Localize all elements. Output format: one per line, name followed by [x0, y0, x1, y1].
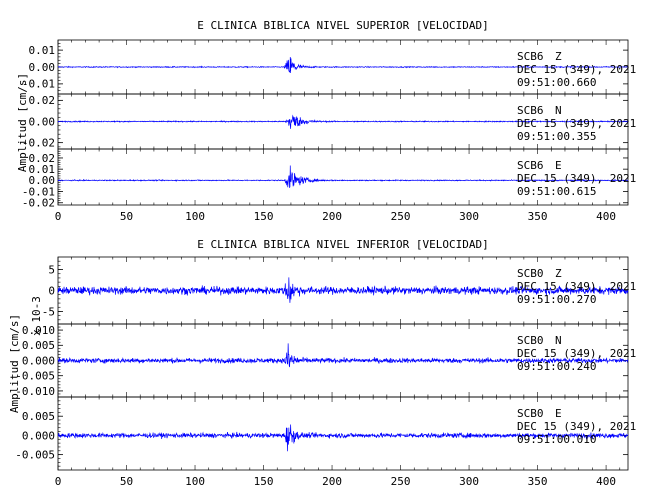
- y-tick-label: 0.000: [22, 354, 55, 367]
- component-label: N: [555, 104, 562, 117]
- y-tick-label: 0.010: [22, 324, 55, 337]
- y-tick-label: -0.005: [15, 370, 55, 383]
- x-tick-label: 50: [120, 210, 133, 223]
- chart-1: E CLINICA BIBLICA NIVEL SUPERIOR [VELOCI…: [16, 19, 636, 223]
- chart-2: E CLINICA BIBLICA NIVEL INFERIOR [VELOCI…: [8, 238, 636, 488]
- waveform-scb0-z: [57, 277, 629, 303]
- y-tick-label: -5: [42, 305, 55, 318]
- x-tick-label: 300: [459, 210, 479, 223]
- y-tick-label: 5: [48, 263, 55, 276]
- panel-frame: [57, 396, 629, 471]
- chart-title: E CLINICA BIBLICA NIVEL INFERIOR [VELOCI…: [197, 238, 488, 251]
- y-tick-label: 0.02: [29, 94, 56, 107]
- y-tick-label: 0.000: [22, 429, 55, 442]
- y-tick-label: 0.00: [29, 61, 56, 74]
- y-tick-label: -0.010: [15, 385, 55, 398]
- date-label: DEC 15 (349), 2021: [517, 172, 636, 185]
- time-label: 09:51:00.240: [517, 360, 596, 373]
- y-tick-label: -0.01: [22, 78, 55, 91]
- component-label: N: [555, 334, 562, 347]
- y-tick-label: 0.00: [29, 174, 56, 187]
- y-tick-label: 0: [48, 284, 55, 297]
- y-tick-label: -0.01: [22, 185, 55, 198]
- x-tick-label: 150: [254, 210, 274, 223]
- component-label: E: [555, 159, 562, 172]
- y-tick-label: -0.02: [22, 137, 55, 150]
- x-tick-label: 100: [185, 475, 205, 488]
- waveform-scb6-n: [57, 114, 629, 129]
- y-tick-label: 0.02: [29, 152, 56, 165]
- x-tick-label: 50: [120, 475, 133, 488]
- x-tick-label: 400: [596, 210, 616, 223]
- station-label: SCB6: [517, 50, 544, 63]
- x-tick-label: 250: [391, 210, 411, 223]
- x-tick-label: 150: [254, 475, 274, 488]
- date-label: DEC 15 (349), 2021: [517, 280, 636, 293]
- time-label: 09:51:00.660: [517, 76, 596, 89]
- time-label: 09:51:00.355: [517, 130, 596, 143]
- y-axis-label: Amplitud [cm/s]: [16, 73, 29, 172]
- station-label: SCB0: [517, 334, 544, 347]
- x-tick-label: 0: [55, 210, 62, 223]
- x-tick-label: 200: [322, 210, 342, 223]
- date-label: DEC 15 (349), 2021: [517, 347, 636, 360]
- x-tick-label: 0: [55, 475, 62, 488]
- date-label: DEC 15 (349), 2021: [517, 63, 636, 76]
- y-tick-label: 0.01: [29, 163, 56, 176]
- y-axis-label: Amplitud [cm/s]: [8, 314, 21, 413]
- x-tick-label: 350: [528, 475, 548, 488]
- time-label: 09:51:00.615: [517, 185, 596, 198]
- x-tick-label: 350: [528, 210, 548, 223]
- y-tick-label: 0.005: [22, 339, 55, 352]
- scale-exponent-label: x 10-3: [30, 296, 43, 336]
- station-label: SCB0: [517, 267, 544, 280]
- x-tick-label: 200: [322, 475, 342, 488]
- waveform-scb6-e: [57, 165, 629, 188]
- y-tick-label: 0.005: [22, 410, 55, 423]
- component-label: Z: [555, 50, 562, 63]
- y-tick-label: 0.01: [29, 44, 56, 57]
- component-label: Z: [555, 267, 562, 280]
- station-label: SCB6: [517, 104, 544, 117]
- waveform-scb0-e: [57, 424, 629, 452]
- panel-frame: [57, 148, 629, 206]
- waveform-scb6-z: [57, 57, 629, 74]
- component-label: E: [555, 407, 562, 420]
- date-label: DEC 15 (349), 2021: [517, 117, 636, 130]
- x-tick-label: 300: [459, 475, 479, 488]
- station-label: SCB6: [517, 159, 544, 172]
- x-tick-label: 400: [596, 475, 616, 488]
- y-tick-label: -0.02: [22, 197, 55, 210]
- waveform-scb0-n: [57, 343, 629, 368]
- x-tick-label: 100: [185, 210, 205, 223]
- x-tick-label: 250: [391, 475, 411, 488]
- y-tick-label: 0.00: [29, 115, 56, 128]
- time-label: 09:51:00.270: [517, 293, 596, 306]
- time-label: 09:51:00.010: [517, 433, 596, 446]
- station-label: SCB0: [517, 407, 544, 420]
- date-label: DEC 15 (349), 2021: [517, 420, 636, 433]
- chart-title: E CLINICA BIBLICA NIVEL SUPERIOR [VELOCI…: [197, 19, 488, 32]
- y-tick-label: -0.005: [15, 448, 55, 461]
